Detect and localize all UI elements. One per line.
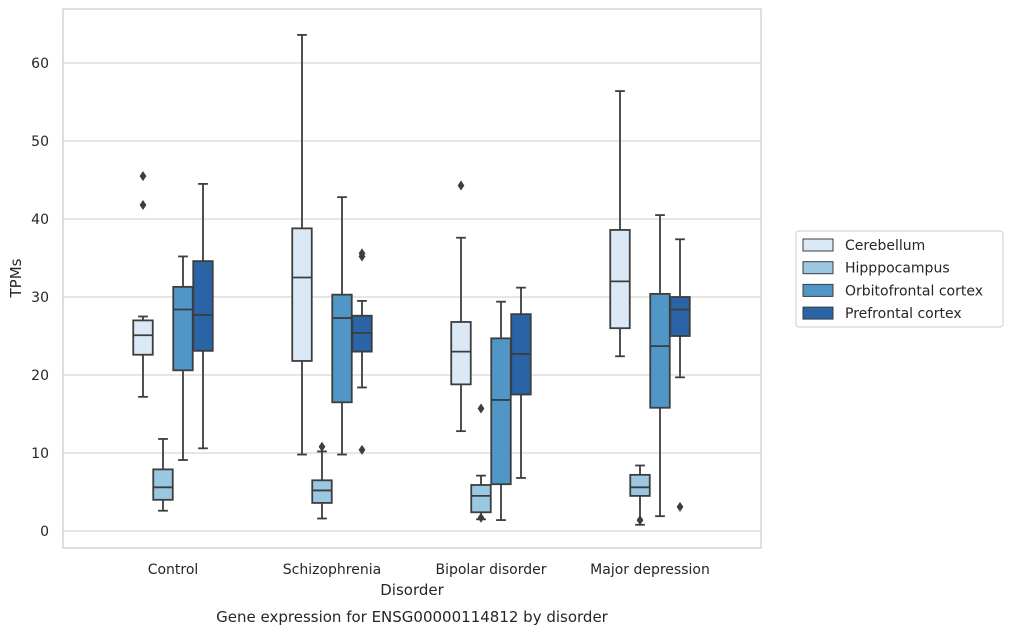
box — [649, 292, 671, 409]
box — [152, 468, 174, 501]
outlier-point — [358, 444, 366, 455]
outlier-point — [636, 515, 644, 526]
x-tick-label: Bipolar disorder — [435, 562, 546, 578]
box — [172, 285, 194, 372]
legend-frame — [795, 230, 1004, 328]
box-plot — [192, 182, 214, 450]
box-plot — [152, 438, 174, 512]
series-prefrontal-cortex — [192, 182, 691, 512]
box-plots — [132, 34, 691, 526]
box-plot — [450, 180, 472, 433]
x-tick-label: Control — [148, 562, 199, 578]
legend-label: Cerebellum — [845, 238, 925, 254]
box — [490, 337, 512, 486]
box — [291, 227, 313, 362]
y-tick-labels: 0 10 20 30 40 50 60 — [31, 56, 49, 540]
box-plot — [669, 238, 691, 512]
legend-swatch — [802, 306, 834, 320]
box — [669, 296, 691, 337]
box-plot — [311, 441, 333, 520]
box-plot — [331, 196, 353, 456]
legend-label: Orbitofrontal cortex — [845, 283, 983, 299]
box-plot — [609, 90, 631, 358]
y-tick-label: 50 — [31, 134, 49, 150]
series-cerebellum — [132, 34, 631, 456]
box — [311, 479, 333, 504]
box-plot — [132, 171, 154, 398]
box — [629, 473, 651, 497]
box-plot — [629, 464, 651, 526]
legend-label: Prefrontal cortex — [845, 306, 962, 322]
outlier-point — [318, 441, 326, 452]
box — [192, 260, 214, 352]
legend-swatch — [802, 283, 834, 297]
box — [450, 321, 472, 386]
outlier-point — [139, 199, 147, 210]
y-tick-label: 40 — [31, 212, 49, 228]
y-tick-label: 20 — [31, 368, 49, 384]
y-tick-label: 10 — [31, 446, 49, 462]
legend-swatch — [802, 261, 834, 275]
outlier-point — [477, 512, 485, 523]
y-tick-label: 0 — [40, 524, 49, 540]
x-tick-label: Schizophrenia — [283, 562, 381, 578]
box-plot — [510, 286, 532, 479]
y-tick-label: 30 — [31, 290, 49, 306]
outlier-point — [457, 180, 465, 191]
box — [609, 229, 631, 330]
outlier-point — [477, 403, 485, 414]
box — [331, 293, 353, 404]
box-plot — [490, 300, 512, 521]
box-plot — [351, 248, 373, 455]
box-plot — [649, 214, 671, 518]
outlier-point — [139, 171, 147, 182]
box-plot — [291, 34, 313, 456]
outlier-point — [358, 248, 366, 259]
x-tick-labels: Control Schizophrenia Bipolar disorder Majo… — [148, 562, 710, 578]
plot-frame — [62, 8, 762, 549]
y-tick-label: 60 — [31, 56, 49, 72]
x-tick-label: Major depression — [590, 562, 710, 578]
box-plot — [172, 255, 194, 461]
legend-swatch — [802, 238, 834, 252]
legend: Cerebellum Hipppocampus Orbitofrontal cort… — [795, 230, 1004, 328]
y-axis-label: TPMs — [7, 258, 25, 298]
x-axis-label: Disorder — [380, 581, 444, 599]
box — [132, 319, 154, 356]
chart-title: Gene expression for ENSG00000114812 by d… — [216, 608, 609, 626]
series-hipppocampus — [152, 403, 651, 526]
legend-label: Hipppocampus — [845, 261, 950, 277]
box-plot — [470, 403, 492, 523]
series-orbitofrontal-cortex — [172, 196, 671, 521]
box — [470, 484, 492, 514]
outlier-point — [676, 501, 684, 512]
